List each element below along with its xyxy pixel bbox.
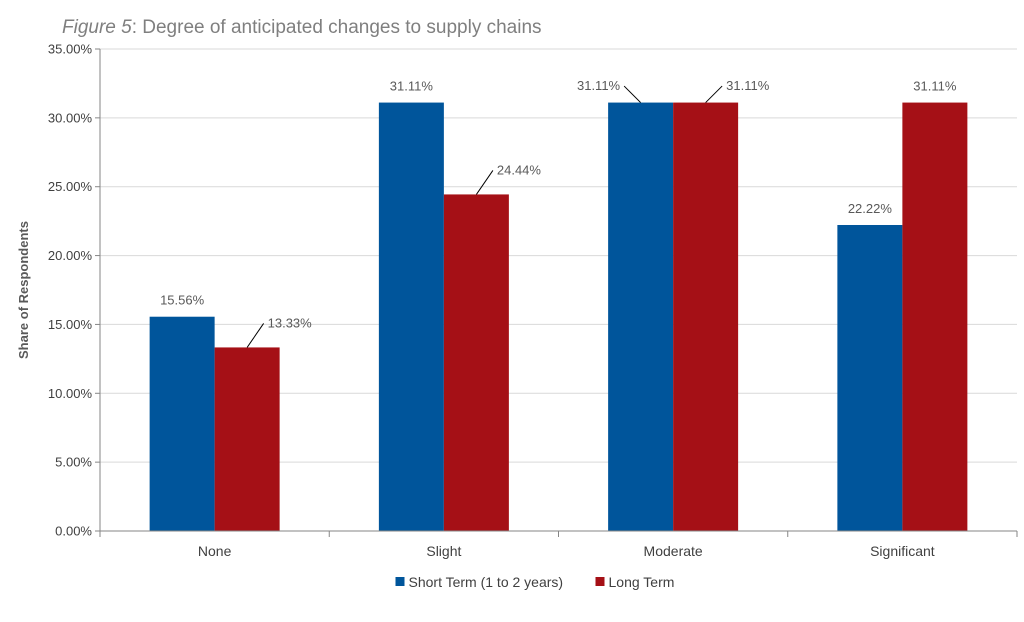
bar [902,102,968,531]
bar [378,102,444,531]
legend: Short Term (1 to 2 years) Long Term [395,574,675,590]
data-label: 31.11% [577,78,621,93]
y-tick-label: 0.00% [55,524,92,539]
data-labels: 15.56% 13.33% 31.11% 24.44% 31.11% 31.11% 22.2… [160,78,957,348]
chart-title-text: : Degree of anticipated changes to suppl… [132,17,542,38]
x-category-label: None [198,543,232,559]
bar [608,102,674,531]
y-tick-label: 35.00% [48,42,93,57]
legend-label: Long Term [609,574,675,590]
x-category-label: Slight [426,543,461,559]
legend-swatch [595,577,605,586]
bar [149,316,215,531]
y-tick-label: 30.00% [48,110,93,125]
bar [214,347,280,531]
chart-title: Figure 5: Degree of anticipated changes … [62,17,542,38]
legend-label: Short Term (1 to 2 years) [409,574,564,590]
y-tick-label: 5.00% [55,455,92,470]
bar [443,194,509,532]
y-tick-label: 25.00% [48,179,93,194]
x-category-label: Moderate [644,543,703,559]
axes: 0.00% 5.00% 10.00% 15.00% 20.00% 25.00% 30.00%… [48,42,1018,559]
x-category-label: Significant [870,543,935,559]
bar [673,102,739,531]
data-label-leader [475,170,494,195]
y-tick-label: 10.00% [48,386,93,401]
legend-swatch [395,577,405,586]
data-label: 31.11% [726,78,770,93]
data-label: 31.11% [390,79,434,94]
y-axis-label: Share of Respondents [16,221,31,359]
bar [837,224,903,532]
y-tick-label: 20.00% [48,248,93,263]
data-label-leader [623,85,641,103]
data-label: 24.44% [497,162,542,177]
data-label: 31.11% [913,79,957,94]
y-tick-label: 15.00% [48,317,93,332]
data-label: 13.33% [268,315,313,330]
data-label-leader [705,85,723,103]
data-label: 15.56% [160,293,205,308]
data-label: 22.22% [848,201,893,216]
bars [149,102,968,532]
data-label-leader [246,323,265,348]
chart-title-prefix: Figure 5 [62,17,132,38]
